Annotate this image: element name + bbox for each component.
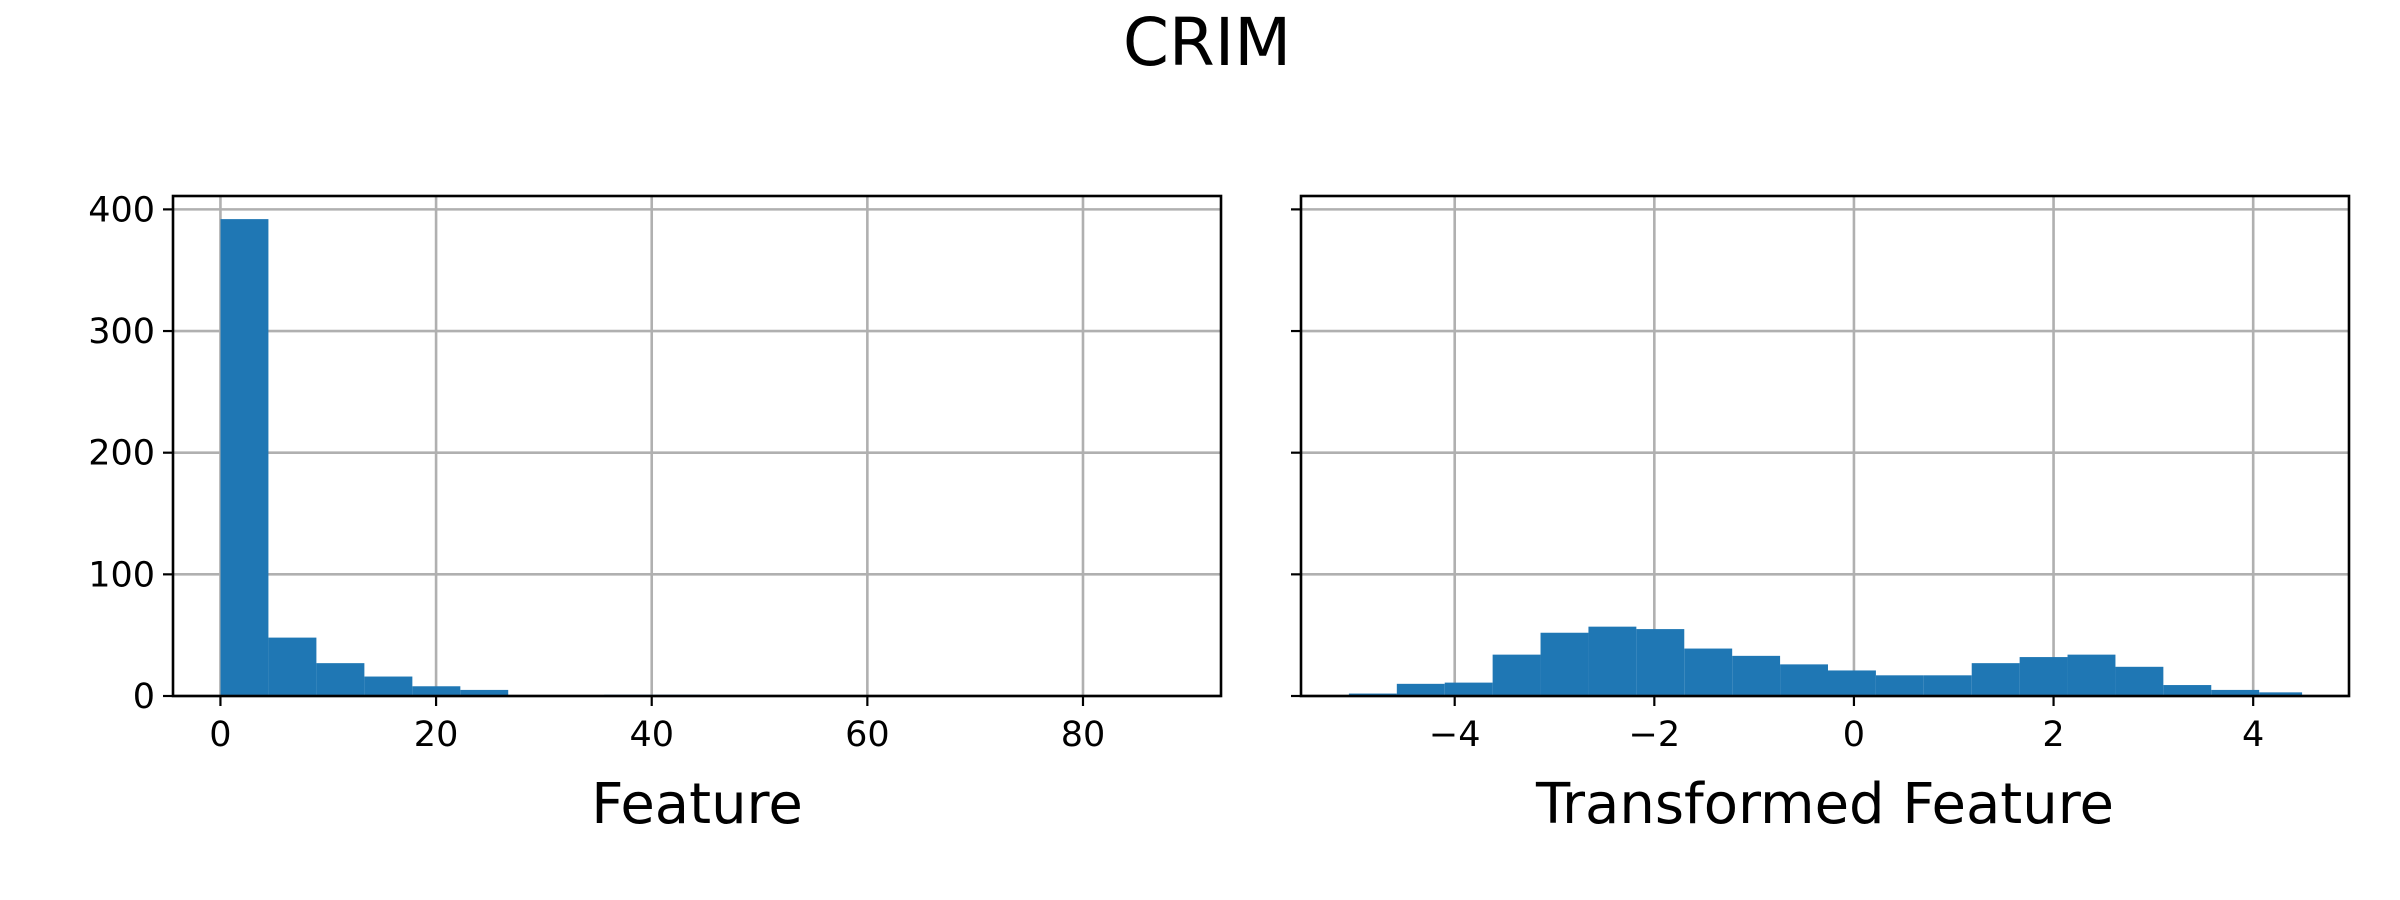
x-tick-label: 2 [2042,715,2064,755]
histogram-bar [1396,683,1445,696]
histogram-bar [2019,657,2068,696]
y-tick-label: 300 [88,312,155,352]
figure-title: CRIM [1123,4,1291,81]
y-tick-label: 400 [88,190,155,230]
histogram-bar [1971,663,2020,696]
x-axis-label: Transformed Feature [1535,772,2114,837]
histogram-bar [2067,654,2116,696]
histogram-bar [412,686,461,696]
x-tick-label: −2 [1629,715,1681,755]
axes-frame [171,194,1223,698]
histogram-bar [1780,664,1828,696]
x-tick-label: 40 [629,715,674,755]
histogram-bar [1923,675,1972,696]
histogram-bar [1875,675,1924,696]
histogram-bar [268,637,317,696]
histogram-bar [1732,655,1781,696]
histogram-bar [1540,632,1589,696]
x-tick-label: 0 [1843,715,1865,755]
histogram-bar [1444,682,1493,696]
x-tick-label: −4 [1429,715,1481,755]
x-tick-label: 80 [1061,715,1106,755]
histogram-bar [1684,648,1733,696]
left-histogram-panel: 0 20 40 60 80 0 100 200 300 400 Feature [88,190,1223,837]
y-tick-label: 0 [133,677,155,717]
histogram-bar [316,663,365,696]
histogram-bar [2259,692,2303,696]
right-histogram-panel: −4 −2 0 2 4 Transformed Feature [1291,194,2351,837]
histogram-bar [460,689,509,696]
y-tick-label: 100 [88,555,155,595]
histogram-bar [364,676,413,696]
x-tick-label: 20 [414,715,459,755]
histogram-bar [2163,685,2212,696]
histogram-bar [1827,670,1876,696]
x-tick-label: 0 [209,715,231,755]
histogram-bar [1636,629,1685,696]
y-tick-label: 200 [88,434,155,474]
x-tick-label: 60 [845,715,890,755]
x-tick-label: 4 [2242,715,2264,755]
histogram-bar [1492,654,1541,696]
histogram-bar [220,219,269,696]
x-axis-label: Feature [591,772,803,837]
histogram-bar [1588,626,1637,696]
histogram-bar [2211,689,2260,696]
histogram-bar [2115,666,2164,696]
axes-frame [1299,194,2351,698]
